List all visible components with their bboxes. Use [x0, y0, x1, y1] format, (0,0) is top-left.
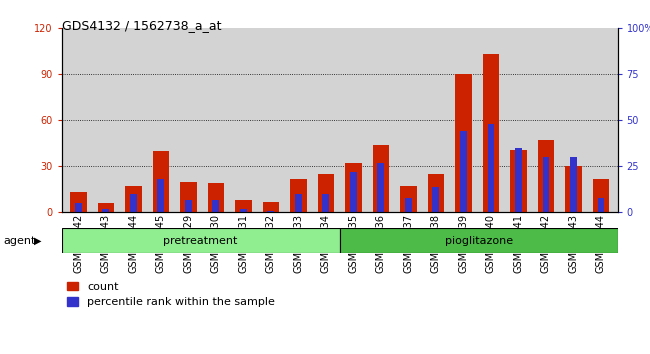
- Bar: [322, 194, 330, 212]
- Bar: [432, 187, 439, 212]
- Bar: [597, 198, 604, 212]
- Bar: [350, 172, 357, 212]
- Bar: [213, 200, 219, 212]
- Text: GDS4132 / 1562738_a_at: GDS4132 / 1562738_a_at: [62, 19, 221, 33]
- Bar: [570, 157, 577, 212]
- Text: pioglitazone: pioglitazone: [445, 236, 513, 246]
- Bar: [318, 174, 334, 212]
- Bar: [153, 151, 169, 212]
- Bar: [543, 157, 549, 212]
- Bar: [460, 131, 467, 212]
- Bar: [405, 198, 412, 212]
- Bar: [339, 228, 618, 253]
- Text: pretreatment: pretreatment: [164, 236, 238, 246]
- Bar: [180, 182, 196, 212]
- Bar: [235, 200, 252, 212]
- Bar: [207, 183, 224, 212]
- Bar: [75, 203, 82, 212]
- Bar: [130, 194, 136, 212]
- Bar: [538, 140, 554, 212]
- Bar: [70, 193, 86, 212]
- Bar: [157, 179, 164, 212]
- Bar: [488, 124, 495, 212]
- Bar: [428, 174, 444, 212]
- Bar: [400, 186, 417, 212]
- Bar: [515, 148, 522, 212]
- Bar: [102, 209, 109, 212]
- Text: agent: agent: [3, 236, 36, 246]
- Bar: [372, 145, 389, 212]
- Bar: [566, 166, 582, 212]
- Bar: [483, 55, 499, 212]
- Bar: [510, 149, 526, 212]
- Bar: [263, 202, 279, 212]
- Bar: [62, 228, 339, 253]
- Bar: [267, 211, 274, 212]
- Bar: [240, 209, 247, 212]
- Bar: [345, 163, 361, 212]
- Bar: [455, 74, 472, 212]
- Bar: [98, 203, 114, 212]
- Bar: [185, 200, 192, 212]
- Bar: [593, 179, 609, 212]
- Bar: [290, 179, 307, 212]
- Bar: [378, 163, 384, 212]
- Text: ▶: ▶: [34, 236, 42, 246]
- Legend: count, percentile rank within the sample: count, percentile rank within the sample: [68, 282, 275, 308]
- Bar: [295, 194, 302, 212]
- Bar: [125, 186, 142, 212]
